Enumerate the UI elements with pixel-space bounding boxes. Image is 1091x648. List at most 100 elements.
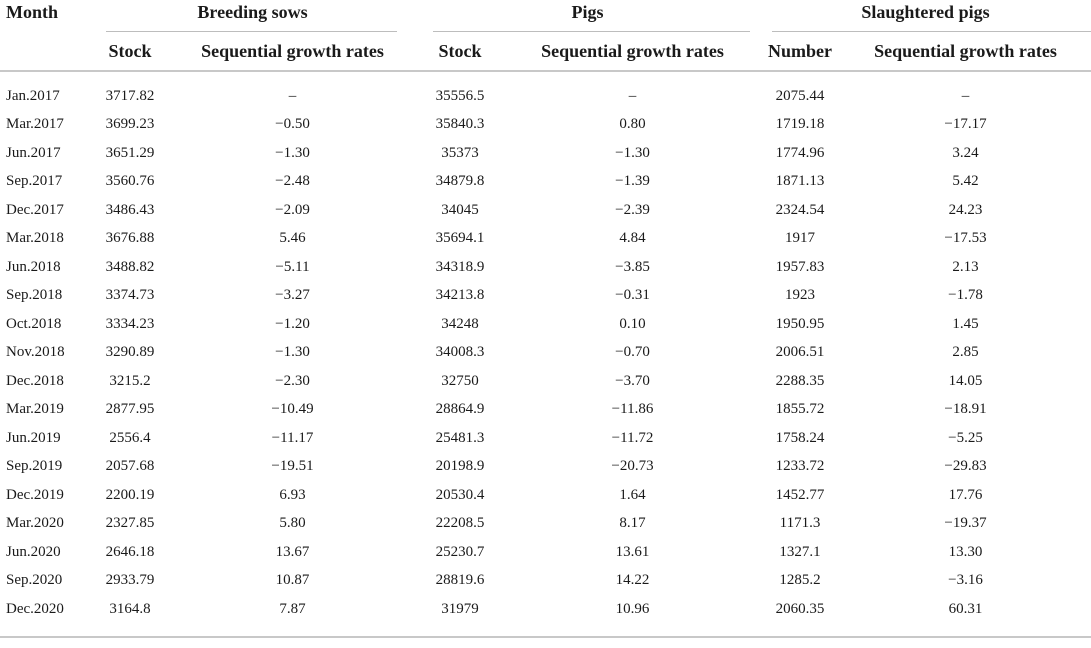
cell-slaughtered-growth: 14.05 — [948, 372, 983, 389]
cell-sows-growth: −3.27 — [275, 287, 310, 304]
cell-slaughtered-growth: 5.42 — [952, 173, 979, 190]
cell-pigs-stock: 35694.1 — [435, 230, 485, 247]
cell-pigs-stock: 31979 — [441, 601, 479, 617]
cell-sows-growth: 5.46 — [279, 230, 306, 247]
cell-slaughtered-growth: −3.16 — [948, 572, 983, 589]
group-header-slaughtered-pigs: Slaughtered pigs — [760, 0, 1091, 32]
cell-month: Mar.2018 — [6, 230, 64, 247]
cell-sows-stock: 2327.85 — [105, 515, 155, 532]
cell-pigs-stock: 35373 — [441, 144, 479, 161]
cell-sows-stock: 3164.8 — [109, 601, 151, 617]
group-header-breeding-sows: Breeding sows — [90, 0, 415, 32]
cell-month: Dec.2020 — [6, 601, 64, 617]
cell-sows-stock: 3334.23 — [105, 315, 155, 332]
cell-month: Jan.2017 — [6, 87, 60, 104]
cell-sows-growth: −5.11 — [275, 258, 310, 275]
table-row: Sep.2020 2933.79 10.87 28819.6 14.22 1285.2 −3… — [0, 567, 1091, 596]
cell-pigs-growth: 4.84 — [619, 230, 646, 247]
cell-month: Jun.2019 — [6, 429, 61, 446]
cell-month: Dec.2017 — [6, 201, 64, 218]
table-row: Oct.2018 3334.23 −1.20 34248 0.10 1950.95 1.45 — [0, 310, 1091, 339]
cell-sows-growth: −11.17 — [271, 429, 314, 446]
cell-sows-growth: −2.30 — [275, 372, 310, 389]
cell-pigs-stock: 25230.7 — [435, 543, 485, 560]
cell-pigs-stock: 34879.8 — [435, 173, 485, 190]
cell-pigs-stock: 34008.3 — [435, 344, 485, 361]
cell-sows-stock: 2646.18 — [105, 543, 155, 560]
cell-sows-growth: – — [288, 87, 297, 104]
cell-month: Mar.2017 — [6, 116, 64, 133]
cell-sows-stock: 3215.2 — [109, 372, 151, 389]
cell-sows-growth: −1.20 — [275, 315, 310, 332]
cell-slaughtered-growth: 3.24 — [952, 144, 979, 161]
cell-sows-growth: 5.80 — [279, 515, 306, 532]
cell-pigs-stock: 28819.6 — [435, 572, 485, 589]
table-row: Jun.2019 2556.4 −11.17 25481.3 −11.72 1758.24… — [0, 424, 1091, 453]
cell-pigs-growth: −3.70 — [615, 372, 650, 389]
sub-header-pigs-growth: Sequential growth rates — [541, 40, 724, 61]
cell-slaughtered-growth: −17.53 — [944, 230, 987, 247]
cell-slaughtered-number: 1917 — [785, 230, 815, 247]
cell-slaughtered-number: 2060.35 — [775, 601, 825, 617]
cell-pigs-growth: −0.70 — [615, 344, 650, 361]
table-row: Mar.2020 2327.85 5.80 22208.5 8.17 1171.3 −19.… — [0, 510, 1091, 539]
cell-pigs-growth: 0.10 — [619, 315, 646, 332]
cell-slaughtered-number: 2324.54 — [775, 201, 825, 218]
sub-header-sows-growth: Sequential growth rates — [201, 40, 384, 61]
cell-sows-growth: −10.49 — [271, 401, 314, 418]
cell-sows-growth: −2.09 — [275, 201, 310, 218]
bottom-rule — [0, 624, 1091, 638]
cell-month: Nov.2018 — [6, 344, 65, 361]
cell-slaughtered-growth: −29.83 — [944, 458, 987, 475]
cell-month: Sep.2020 — [6, 572, 63, 589]
cell-month: Sep.2019 — [6, 458, 63, 475]
cell-pigs-growth: −2.39 — [615, 201, 650, 218]
cell-slaughtered-number: 1855.72 — [775, 401, 825, 418]
cell-pigs-stock: 35840.3 — [435, 116, 485, 133]
sub-header-pigs-stock: Stock — [438, 40, 482, 61]
cell-pigs-stock: 34318.9 — [435, 258, 485, 275]
sub-header-slaughtered-growth: Sequential growth rates — [874, 40, 1057, 61]
table-row: Jun.2018 3488.82 −5.11 34318.9 −3.85 1957.83 2… — [0, 253, 1091, 282]
table-row: Dec.2019 2200.19 6.93 20530.4 1.64 1452.77 17.… — [0, 481, 1091, 510]
cell-pigs-stock: 22208.5 — [435, 515, 485, 532]
cell-slaughtered-number: 1171.3 — [779, 515, 821, 532]
cell-slaughtered-growth: −1.78 — [948, 287, 983, 304]
cell-slaughtered-growth: 17.76 — [948, 486, 983, 503]
cell-pigs-growth: −0.31 — [615, 287, 650, 304]
cell-pigs-stock: 20198.9 — [435, 458, 485, 475]
table-row: Jun.2020 2646.18 13.67 25230.7 13.61 1327.1 13… — [0, 538, 1091, 567]
cell-slaughtered-number: 1452.77 — [775, 486, 825, 503]
cell-pigs-stock: 34045 — [441, 201, 479, 218]
cell-pigs-growth: 14.22 — [615, 572, 650, 589]
table-row: Jun.2017 3651.29 −1.30 35373 −1.30 1774.96 3.2… — [0, 139, 1091, 168]
cell-pigs-stock: 25481.3 — [435, 429, 485, 446]
cell-sows-stock: 3717.82 — [105, 87, 155, 104]
table-body: Jan.2017 3717.82 – 35556.5 – 2075.44 – Mar.2017… — [0, 82, 1091, 624]
cell-pigs-growth: 1.64 — [619, 486, 646, 503]
cell-month: Mar.2020 — [6, 515, 64, 532]
cell-pigs-stock: 34213.8 — [435, 287, 485, 304]
cell-sows-stock: 3560.76 — [105, 173, 155, 190]
cell-month: Sep.2017 — [6, 173, 63, 190]
table-row: Jan.2017 3717.82 – 35556.5 – 2075.44 – — [0, 82, 1091, 111]
cell-slaughtered-number: 2006.51 — [775, 344, 825, 361]
group-header-pigs: Pigs — [415, 0, 760, 32]
cell-slaughtered-number: 1719.18 — [775, 116, 825, 133]
cell-slaughtered-growth: −19.37 — [944, 515, 987, 532]
header-rule — [0, 70, 1091, 82]
cell-sows-stock: 3374.73 — [105, 287, 155, 304]
cell-pigs-growth: −11.72 — [611, 429, 654, 446]
cell-sows-growth: 7.87 — [279, 601, 306, 617]
table-row: Mar.2019 2877.95 −10.49 28864.9 −11.86 1855.7… — [0, 396, 1091, 425]
cell-slaughtered-growth: 24.23 — [948, 201, 983, 218]
cell-month: Dec.2018 — [6, 372, 64, 389]
cell-pigs-growth: −3.85 — [615, 258, 650, 275]
cell-slaughtered-growth: −5.25 — [948, 429, 983, 446]
cell-slaughtered-growth: −17.17 — [944, 116, 987, 133]
month-header: Month — [6, 2, 59, 22]
cell-sows-growth: −0.50 — [275, 116, 310, 133]
cell-sows-stock: 2933.79 — [105, 572, 155, 589]
cell-slaughtered-growth: 2.85 — [952, 344, 979, 361]
